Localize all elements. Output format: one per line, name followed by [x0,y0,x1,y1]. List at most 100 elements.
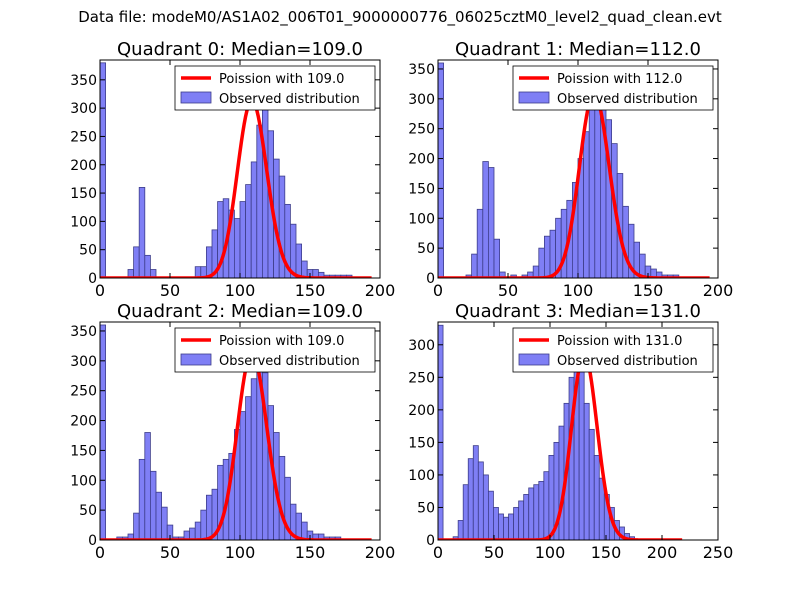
histogram-bar [149,470,157,540]
histogram-bar [622,205,629,278]
histogram-bar [261,107,269,278]
legend-bar-swatch [180,91,212,104]
histogram-bar [476,208,484,278]
y-tick-label: 0 [88,271,97,287]
y-tick-label: 0 [426,271,435,287]
histogram-bar [138,458,146,540]
histogram-bar [544,235,551,278]
y-tick-label: 150 [70,443,97,459]
y-tick-label: 150 [408,435,435,451]
histogram-bar [513,507,520,540]
histogram-bar [503,516,509,540]
histogram-bar [144,432,151,540]
histogram-bar [472,445,479,540]
y-tick-label: 300 [70,101,97,117]
histogram-bar [588,428,595,540]
legend-label: Observed distribution [219,92,360,107]
y-tick-label: 250 [408,122,435,138]
legend-label: Observed distribution [557,92,698,107]
histogram-bar [100,324,106,540]
y-tick-label: 250 [408,370,435,386]
y-tick-label: 300 [408,92,435,108]
x-tick-label: 50 [484,543,504,562]
histogram-bar [533,484,540,540]
legend: Poission with 109.0 Observed distribution [174,327,376,373]
x-tick-label: 200 [703,281,734,300]
histogram-bar [250,378,258,540]
legend-bar-swatch [518,353,550,366]
histogram-bar [538,481,545,540]
y-tick-label: 350 [408,62,435,78]
histogram-bar [523,494,530,540]
histogram-bar [144,254,151,278]
histogram-bar [482,161,489,278]
legend: Poission with 131.0 Observed distribution [512,327,714,373]
legend-bar-swatch [180,353,212,366]
histogram-bar [518,500,525,540]
x-tick-label: 150 [295,281,326,300]
histogram-bar [462,484,469,540]
histogram-bar [138,187,146,278]
y-tick-label: 200 [408,152,435,168]
histogram-bar [487,167,495,278]
x-tick-label: 100 [225,543,256,562]
quadrant-0-plot: 0 50 100 150 200 0 50 100 150 200 250 300 350 Quadran… [70,39,395,300]
y-tick-label: 250 [70,384,97,400]
quadrant-3-plot: 0 50 100 150 200 250 0 50 100 150 200 250 300 Quadran… [408,301,733,562]
histogram-bar [538,247,545,278]
panel-title: Quadrant 3: Median=131.0 [455,301,701,322]
x-tick-label: 100 [563,281,594,300]
y-tick-label: 100 [70,214,97,230]
histogram-bar [583,402,590,540]
y-tick-label: 300 [70,354,97,370]
histogram-bar [189,527,196,540]
legend-label: Poission with 131.0 [557,334,682,349]
y-tick-label: 250 [70,129,97,145]
x-tick-label: 200 [647,543,678,562]
y-tick-label: 350 [70,73,97,89]
histogram-bar [477,461,484,540]
quadrant-2-plot: 0 50 100 150 200 0 50 100 150 200 250 300 350 Quadran… [70,301,395,562]
y-tick-label: 50 [417,500,435,516]
histogram-bar [200,509,207,540]
histogram-bar [301,521,308,540]
histogram-bar [548,455,555,540]
x-tick-label: 0 [95,281,105,300]
x-tick-label: 50 [160,281,180,300]
x-tick-label: 150 [295,543,326,562]
histogram-bar [508,513,514,540]
histogram-bar [233,218,241,278]
axes-frame [437,321,719,541]
histogram-bar [205,246,213,278]
x-tick-label: 150 [591,543,622,562]
histogram-bar [194,521,202,540]
histogram-bar [499,271,506,278]
panel-title: Quadrant 2: Median=109.0 [117,301,363,322]
y-tick-label: 100 [70,473,97,489]
y-tick-label: 100 [408,468,435,484]
legend-label: Poission with 109.0 [219,72,344,87]
figure-suptitle: Data file: modeM0/AS1A02_006T01_90000007… [78,8,722,26]
histogram-bar [256,124,263,278]
y-tick-label: 200 [70,158,97,174]
x-tick-label: 0 [433,543,443,562]
y-tick-label: 0 [88,533,97,549]
x-tick-label: 0 [433,281,443,300]
poisson-curve [100,351,372,540]
quadrant-1-plot: 0 50 100 150 200 0 50 100 150 200 250 300 350 Quadran… [408,39,733,300]
y-tick-label: 50 [79,503,97,519]
y-tick-label: 200 [408,403,435,419]
y-tick-label: 150 [70,186,97,202]
histogram-bar [438,62,444,278]
histogram-bars [100,324,342,540]
histogram-bar [100,62,106,278]
histogram-bar [239,201,246,278]
histogram-bars [438,324,635,540]
histogram-bar [250,161,258,278]
y-tick-label: 0 [426,533,435,549]
x-tick-label: 0 [95,543,105,562]
panel-title: Quadrant 1: Median=112.0 [455,39,701,60]
y-tick-label: 50 [79,243,97,259]
histogram-bar [487,490,494,540]
